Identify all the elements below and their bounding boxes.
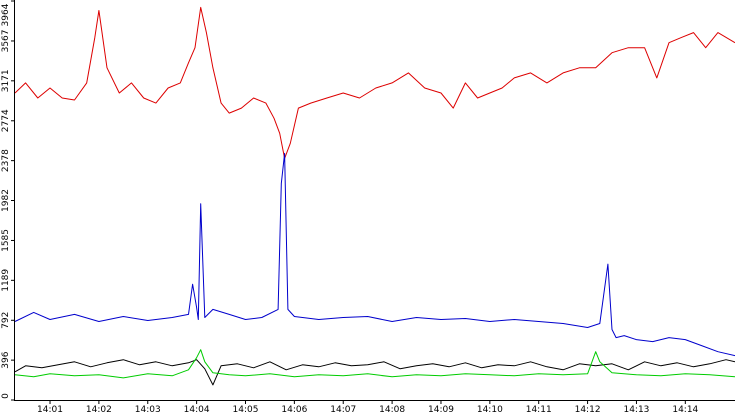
y-tick-label: 1982 bbox=[1, 189, 11, 212]
series-layer bbox=[14, 6, 735, 386]
y-tick-label: 0 bbox=[1, 393, 11, 399]
y-tick-label: 792 bbox=[1, 312, 11, 329]
series-line-1 bbox=[14, 6, 735, 159]
x-tick-label: 14:10 bbox=[477, 405, 503, 415]
x-tick-label: 14:13 bbox=[623, 405, 649, 415]
series-line-4 bbox=[14, 349, 735, 379]
y-tick-label: 2774 bbox=[1, 109, 11, 132]
x-tick-label: 14:05 bbox=[233, 405, 259, 415]
y-tick-label: 1189 bbox=[1, 269, 11, 292]
y-tick-label: 3171 bbox=[1, 69, 11, 92]
x-tick-label: 14:04 bbox=[184, 405, 210, 415]
y-tick-label: 3964 bbox=[1, 3, 11, 26]
x-tick-label: 14:11 bbox=[526, 405, 552, 415]
y-tick-label: 2378 bbox=[1, 149, 11, 172]
x-tick-label: 14:01 bbox=[37, 405, 63, 415]
y-axis-ticks: 0 396 792 1189 1585 1982 2378 2774 3171 3567 3964 bbox=[1, 0, 15, 401]
y-tick-label: 3567 bbox=[1, 30, 11, 53]
x-tick-label: 14:14 bbox=[672, 405, 698, 415]
series-line-2 bbox=[14, 152, 735, 357]
x-tick-label: 14:07 bbox=[330, 405, 356, 415]
x-tick-label: 14:06 bbox=[281, 405, 307, 415]
y-tick-label: 1585 bbox=[1, 229, 11, 252]
x-axis-ticks: 14:01 14:02 14:03 14:04 14:05 14:06 14:07 14:08… bbox=[37, 400, 699, 415]
x-tick-label: 14:12 bbox=[575, 405, 601, 415]
x-tick-label: 14:03 bbox=[135, 405, 161, 415]
series-line-3 bbox=[14, 359, 735, 386]
x-tick-label: 14:08 bbox=[379, 405, 405, 415]
x-tick-label: 14:09 bbox=[428, 405, 454, 415]
y-tick-label: 396 bbox=[1, 351, 11, 368]
x-tick-label: 14:02 bbox=[86, 405, 112, 415]
